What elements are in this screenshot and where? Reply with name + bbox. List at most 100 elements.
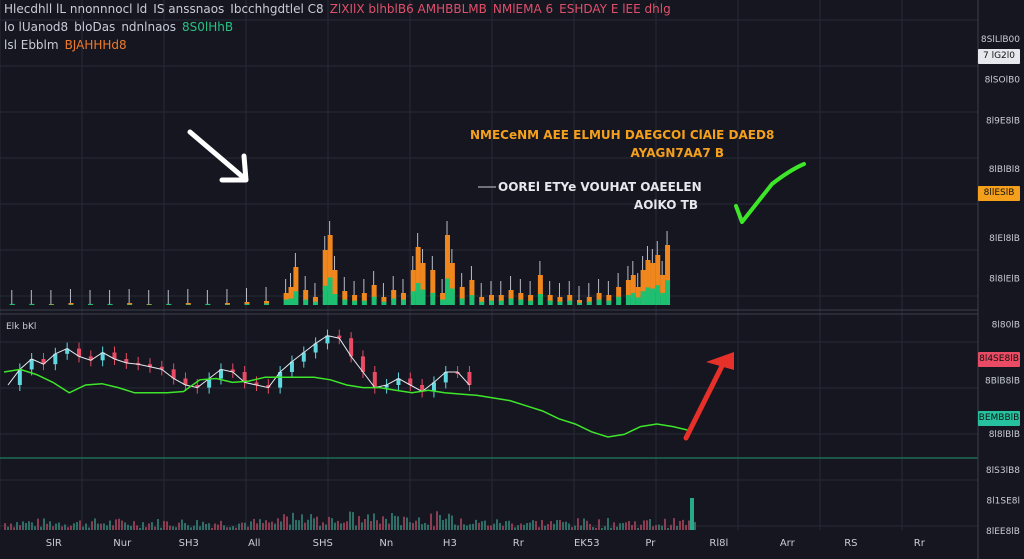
bottom-bar <box>409 522 411 530</box>
bottom-bar <box>658 524 660 530</box>
bottom-bar <box>91 521 93 530</box>
bottom-bar <box>394 515 396 530</box>
candle-body <box>313 343 318 353</box>
candle-body <box>289 361 294 372</box>
volume-bar-green <box>616 296 622 305</box>
volume-bar-orange <box>342 291 348 301</box>
volume-bar-green <box>185 304 191 305</box>
volume-bar-orange <box>391 290 397 301</box>
candle-body <box>88 356 93 361</box>
arrow-up-right-icon <box>683 352 734 441</box>
bottom-bar <box>343 522 345 530</box>
volume-bar-green <box>518 299 524 305</box>
annotation-white-line-1: OOREl ETYe VOUHAT OAEELEN <box>498 180 702 194</box>
volume-bar-green <box>640 291 646 305</box>
bottom-bar <box>283 514 285 530</box>
bottom-bar <box>166 521 168 530</box>
bottom-bar <box>580 525 582 530</box>
volume-bar-green <box>205 303 211 305</box>
bottom-bar <box>73 523 75 530</box>
time-axis-label: Rr <box>513 538 525 549</box>
bottom-bar <box>613 522 615 530</box>
arrow-down-right-icon <box>187 129 249 183</box>
bottom-bar <box>61 526 63 530</box>
volume-bar-green <box>410 291 416 305</box>
bottom-bar <box>610 527 612 530</box>
bottom-bar <box>79 520 81 530</box>
volume-bar-green <box>283 299 289 305</box>
bottom-bar <box>22 521 24 530</box>
bottom-bar <box>690 498 694 530</box>
bottom-bar <box>436 511 438 530</box>
candle-body <box>278 372 283 388</box>
volume-bar-orange <box>469 280 475 298</box>
volume-bar-orange <box>48 304 54 305</box>
bottom-bar <box>574 525 576 530</box>
candle-body <box>372 372 377 388</box>
bottom-bar <box>418 517 420 530</box>
volume-bar-orange <box>650 263 656 293</box>
volume-bars <box>9 221 671 305</box>
bottom-bar <box>685 525 687 530</box>
bottom-bar <box>358 516 360 530</box>
candle-body <box>266 385 271 388</box>
volume-bar-orange <box>371 285 377 299</box>
time-axis-label: Nur <box>113 538 132 549</box>
bottom-bar <box>121 520 123 530</box>
volume-bar-green <box>479 301 485 305</box>
bottom-bar <box>391 513 393 530</box>
header-line-1: Hlecdhll lL nnonnnocl ld IS anssnaos Ibcch… <box>4 2 677 16</box>
bottom-bar <box>523 524 525 530</box>
bottom-bar <box>178 522 180 530</box>
price-line <box>7 335 470 393</box>
candle-body <box>443 372 448 383</box>
volume-bar-orange <box>68 303 74 305</box>
volume-bar-orange <box>264 301 270 304</box>
candle-body <box>112 352 117 359</box>
candle-body <box>76 348 81 357</box>
bottom-bar <box>388 523 390 530</box>
bottom-bar <box>148 523 150 530</box>
bottom-bar <box>484 520 486 530</box>
bottom-bar <box>271 521 273 530</box>
bottom-bar <box>373 513 375 530</box>
bottom-bar <box>181 519 183 530</box>
price-axis-label: 8l8lElB <box>989 275 1020 285</box>
volume-bar-green <box>528 300 534 305</box>
volume-bar-green <box>537 294 543 305</box>
price-axis-label: 8l9E8lB <box>986 116 1020 126</box>
time-axis-label: Rr <box>914 538 926 549</box>
bottom-bar <box>370 521 372 530</box>
bottom-bar <box>109 520 111 530</box>
price-marker: 7 lG2l0 <box>978 48 1020 64</box>
header-text: ndnlnaos <box>121 20 177 34</box>
candle-body <box>53 353 58 365</box>
bottom-bar <box>277 518 279 530</box>
price-axis-label: 8lEl8lB <box>989 234 1020 244</box>
volume-bar-orange <box>244 302 250 305</box>
header-text: lsl Ebblm <box>4 38 59 52</box>
candle-body <box>124 359 129 363</box>
candle-body <box>17 369 22 385</box>
volume-bar-green <box>547 300 553 305</box>
bottom-bar <box>112 525 114 530</box>
bottom-bar <box>28 521 30 530</box>
bottom-bar <box>145 527 147 530</box>
bottom-bar <box>532 520 534 530</box>
candle-body <box>195 385 200 388</box>
volume-bar-green <box>107 303 113 305</box>
volume-bar-green <box>264 303 270 305</box>
bottom-bar <box>568 523 570 530</box>
volume-bar-orange <box>449 263 455 293</box>
volume-bar-orange <box>606 295 612 302</box>
volume-bar-green <box>342 299 348 305</box>
header-text: BJAHHHd8 <box>64 38 127 52</box>
bottom-bar <box>259 519 261 530</box>
bottom-bar <box>433 526 435 530</box>
bottom-bar <box>211 527 213 530</box>
bottom-bar <box>118 518 120 530</box>
candle-body <box>396 378 401 385</box>
volume-bar-green <box>288 298 294 305</box>
bottom-bar <box>382 516 384 530</box>
volume-bar-orange <box>630 275 636 297</box>
